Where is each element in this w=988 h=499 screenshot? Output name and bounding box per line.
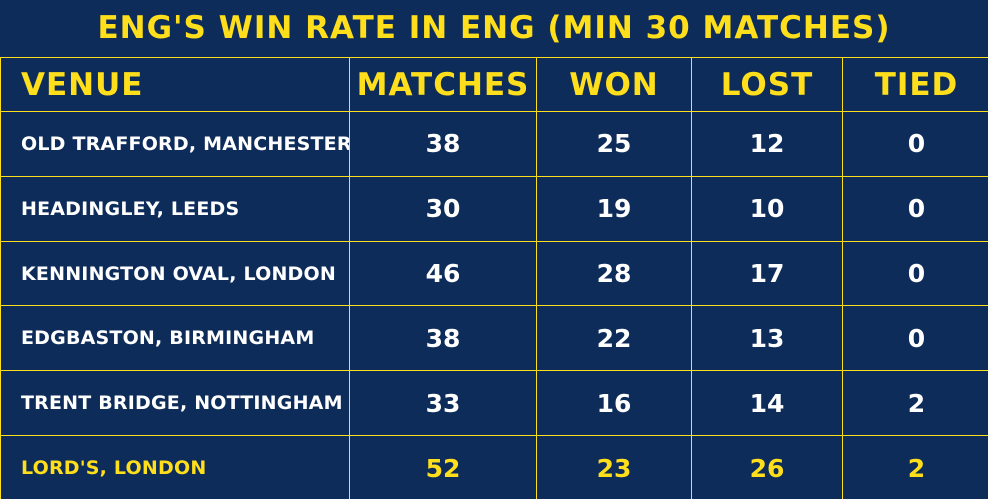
lost-cell: 13 [691,305,843,372]
venue-cell: OLD TRAFFORD, MANCHESTER [0,111,350,177]
won-cell: 16 [536,370,692,437]
table-row-highlighted: LORD'S, LONDON 52 23 26 2 [0,435,988,499]
won-cell: 22 [536,305,692,372]
matches-cell: 38 [349,111,537,177]
venue-cell: HEADINGLEY, LEEDS [0,175,350,242]
tied-cell: 2 [842,370,988,437]
table-row: TRENT BRIDGE, NOTTINGHAM 33 16 14 2 [0,370,988,437]
venue-cell: TRENT BRIDGE, NOTTINGHAM [0,370,350,437]
column-header-tied: TIED [842,57,988,112]
matches-cell: 33 [349,370,537,437]
table-row: OLD TRAFFORD, MANCHESTER 38 25 12 0 [0,111,988,177]
lost-cell: 12 [691,111,843,177]
won-cell: 19 [536,175,692,242]
matches-cell: 38 [349,305,537,372]
matches-cell: 46 [349,240,537,307]
venue-cell: LORD'S, LONDON [0,435,350,499]
matches-cell: 30 [349,175,537,242]
column-header-venue: VENUE [0,57,350,112]
lost-cell: 17 [691,240,843,307]
lost-cell: 10 [691,175,843,242]
won-cell: 23 [536,435,692,499]
won-cell: 25 [536,111,692,177]
venue-cell: EDGBASTON, BIRMINGHAM [0,305,350,372]
column-header-won: WON [536,57,692,112]
matches-cell: 52 [349,435,537,499]
header-row: VENUE MATCHES WON LOST TIED [0,57,988,112]
venue-cell: KENNINGTON OVAL, LONDON [0,240,350,307]
table-row: KENNINGTON OVAL, LONDON 46 28 17 0 [0,240,988,307]
lost-cell: 14 [691,370,843,437]
chart-title: ENG'S WIN RATE IN ENG (MIN 30 MATCHES) [97,10,891,46]
stats-table: VENUE MATCHES WON LOST TIED OLD TRAFFORD… [0,57,988,499]
tied-cell: 0 [842,305,988,372]
tied-cell: 0 [842,111,988,177]
tied-cell: 2 [842,435,988,499]
column-header-lost: LOST [691,57,843,112]
table-row: EDGBASTON, BIRMINGHAM 38 22 13 0 [0,305,988,372]
column-header-matches: MATCHES [349,57,537,112]
lost-cell: 26 [691,435,843,499]
tied-cell: 0 [842,240,988,307]
won-cell: 28 [536,240,692,307]
tied-cell: 0 [842,175,988,242]
table-row: HEADINGLEY, LEEDS 30 19 10 0 [0,175,988,242]
